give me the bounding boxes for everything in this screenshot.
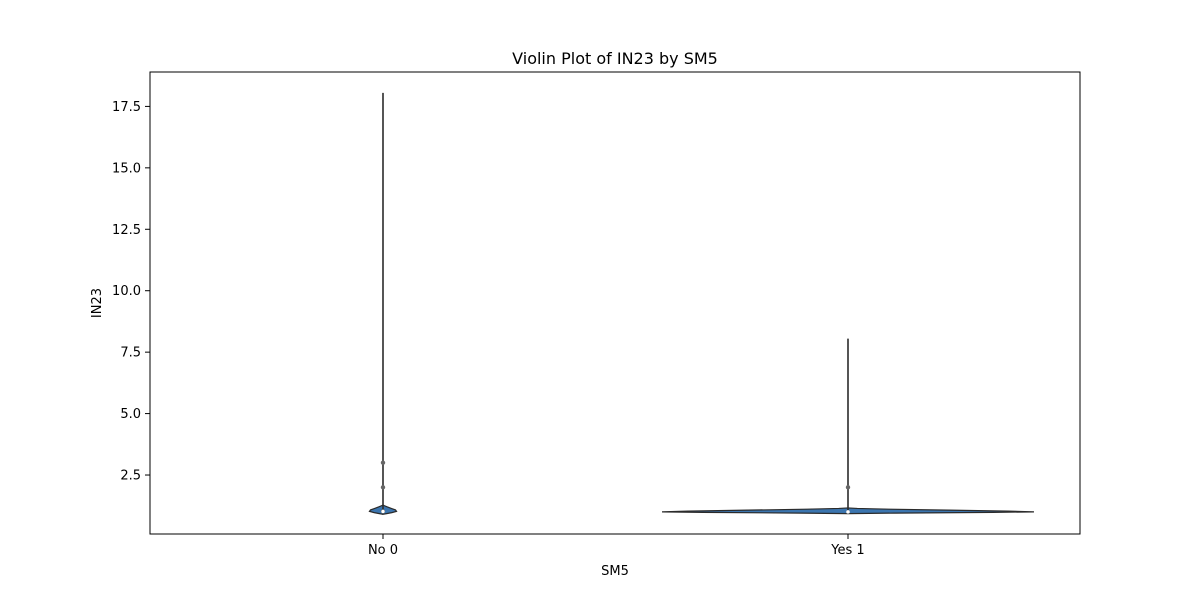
y-tick-label: 5.0 (120, 407, 141, 422)
x-axis-label: SM5 (601, 564, 629, 579)
violins (368, 92, 1035, 515)
y-tick-label: 2.5 (120, 469, 141, 484)
y-tick-label: 15.0 (112, 161, 141, 176)
violin-outlier-point (380, 460, 386, 465)
y-axis: 2.5 5.0 7.5 10.0 12.5 15.0 17.5 (112, 100, 150, 484)
violin-median (846, 510, 850, 514)
violin-outlier-point (380, 485, 386, 490)
chart-title: Violin Plot of IN23 by SM5 (512, 49, 718, 68)
x-axis: No 0 Yes 1 (368, 534, 865, 558)
y-tick-label: 7.5 (120, 346, 141, 361)
violin-outlier-point (845, 485, 851, 490)
x-tick-label: Yes 1 (830, 543, 864, 558)
x-tick-label: No 0 (368, 543, 398, 558)
y-tick-label: 12.5 (112, 223, 141, 238)
y-axis-label: IN23 (90, 288, 105, 318)
violin-median (381, 509, 385, 514)
y-tick-label: 10.0 (112, 284, 141, 299)
violin-yes-1 (661, 338, 1035, 515)
violin-no-0 (368, 92, 398, 515)
plot-area (149, 71, 1081, 535)
y-tick-label: 17.5 (112, 100, 141, 115)
